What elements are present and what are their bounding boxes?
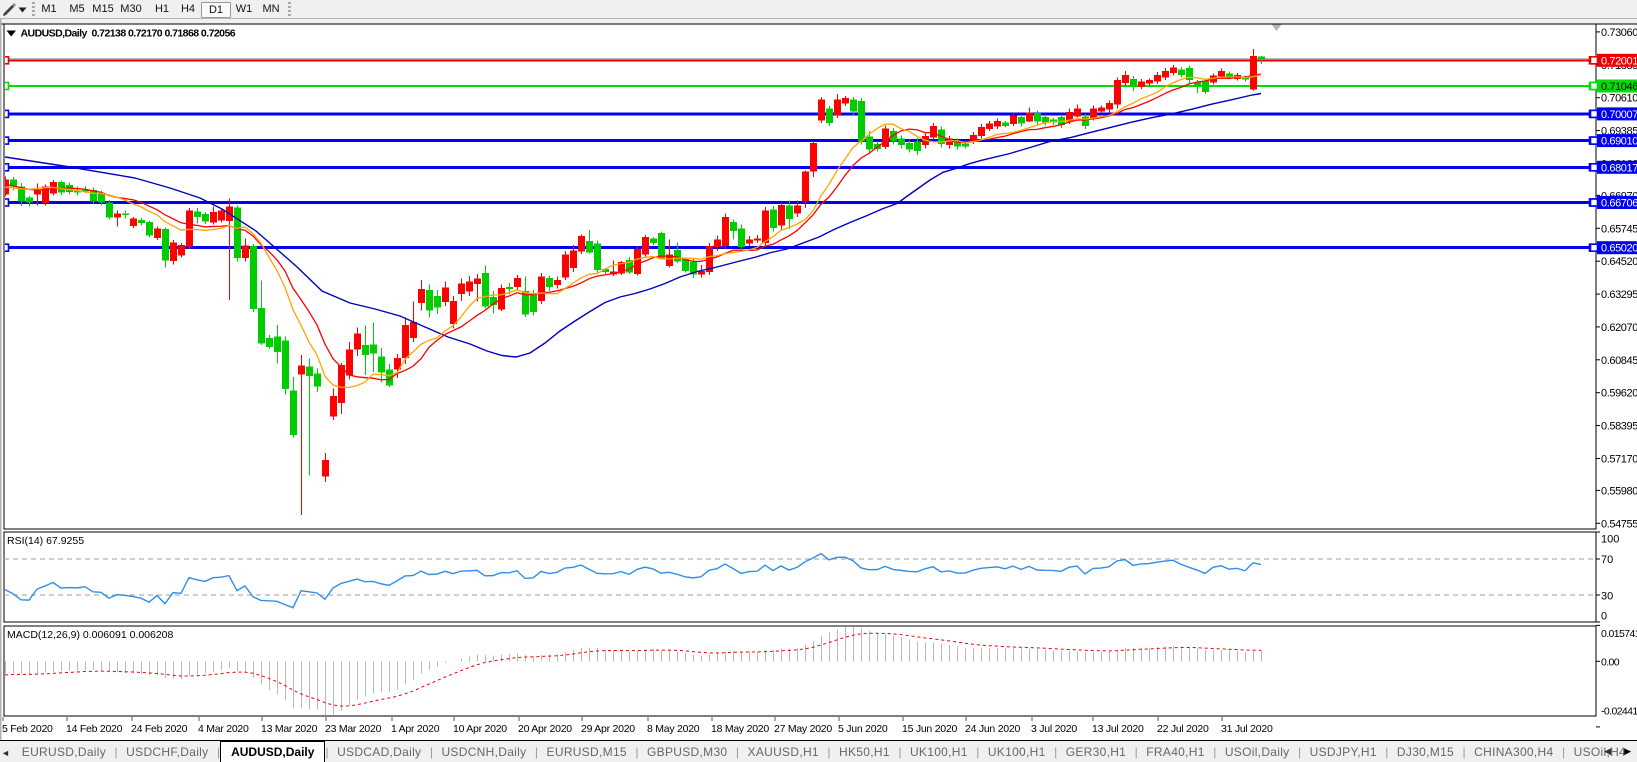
svg-text:0: 0 [1601, 610, 1607, 622]
svg-text:70: 70 [1601, 554, 1613, 566]
svg-text:15 Jun 2020: 15 Jun 2020 [902, 723, 957, 735]
svg-text:13 Mar 2020: 13 Mar 2020 [261, 723, 318, 735]
svg-text:5 Jun 2020: 5 Jun 2020 [838, 723, 888, 735]
svg-text:0.71046: 0.71046 [1601, 81, 1637, 93]
svg-text:8 May 2020: 8 May 2020 [647, 723, 700, 735]
svg-text:0.015741: 0.015741 [1601, 628, 1637, 640]
svg-text:0.60845: 0.60845 [1601, 355, 1637, 367]
svg-text:22 Jul 2020: 22 Jul 2020 [1157, 723, 1209, 735]
svg-text:0.65745: 0.65745 [1601, 223, 1637, 235]
svg-text:0.69010: 0.69010 [1601, 136, 1637, 148]
svg-text:20 Apr 2020: 20 Apr 2020 [518, 723, 572, 735]
svg-text:RSI(14) 67.9255: RSI(14) 67.9255 [7, 535, 84, 547]
svg-text:4 Mar 2020: 4 Mar 2020 [198, 723, 249, 735]
svg-text:18 May 2020: 18 May 2020 [711, 723, 769, 735]
svg-text:29 Apr 2020: 29 Apr 2020 [581, 723, 635, 735]
svg-text:0.73060: 0.73060 [1601, 27, 1637, 39]
svg-text:0.70610: 0.70610 [1601, 93, 1637, 105]
svg-text:0.64520: 0.64520 [1601, 256, 1637, 268]
svg-text:14 Feb 2020: 14 Feb 2020 [66, 723, 123, 735]
svg-text:0.55980: 0.55980 [1601, 485, 1637, 497]
svg-text:24 Jun 2020: 24 Jun 2020 [965, 723, 1020, 735]
svg-text:5 Feb 2020: 5 Feb 2020 [2, 723, 53, 735]
svg-text:27 May 2020: 27 May 2020 [774, 723, 832, 735]
svg-text:3 Jul 2020: 3 Jul 2020 [1031, 723, 1077, 735]
svg-text:13 Jul 2020: 13 Jul 2020 [1092, 723, 1144, 735]
svg-text:0.66706: 0.66706 [1601, 198, 1637, 210]
svg-text:100: 100 [1601, 534, 1619, 546]
svg-text:10 Apr 2020: 10 Apr 2020 [453, 723, 507, 735]
svg-text:0.62070: 0.62070 [1601, 322, 1637, 334]
svg-text:AUDUSD,Daily: AUDUSD,Daily [21, 28, 88, 40]
svg-text:0.57170: 0.57170 [1601, 454, 1637, 466]
svg-text:0.54755: 0.54755 [1601, 518, 1637, 530]
svg-text:0.00: 0.00 [1601, 656, 1620, 668]
svg-text:31 Jul 2020: 31 Jul 2020 [1221, 723, 1273, 735]
svg-text:30: 30 [1601, 590, 1613, 602]
svg-text:0.68017: 0.68017 [1601, 162, 1637, 174]
svg-text:0.72001: 0.72001 [1601, 55, 1637, 67]
svg-text:24 Feb 2020: 24 Feb 2020 [131, 723, 188, 735]
svg-text:0.72138 0.72170 0.71868 0.7205: 0.72138 0.72170 0.71868 0.72056 [92, 28, 236, 40]
svg-text:MACD(12,26,9) 0.006091 0.00620: MACD(12,26,9) 0.006091 0.006208 [7, 629, 174, 641]
svg-text:0.58395: 0.58395 [1601, 421, 1637, 433]
svg-text:0.59620: 0.59620 [1601, 388, 1637, 400]
svg-text:23 Mar 2020: 23 Mar 2020 [325, 723, 382, 735]
svg-text:-0.02441: -0.02441 [1601, 706, 1637, 718]
svg-text:0.65020: 0.65020 [1601, 243, 1637, 255]
svg-text:1 Apr 2020: 1 Apr 2020 [391, 723, 440, 735]
svg-text:0.70007: 0.70007 [1601, 109, 1637, 121]
svg-text:0.63295: 0.63295 [1601, 289, 1637, 301]
